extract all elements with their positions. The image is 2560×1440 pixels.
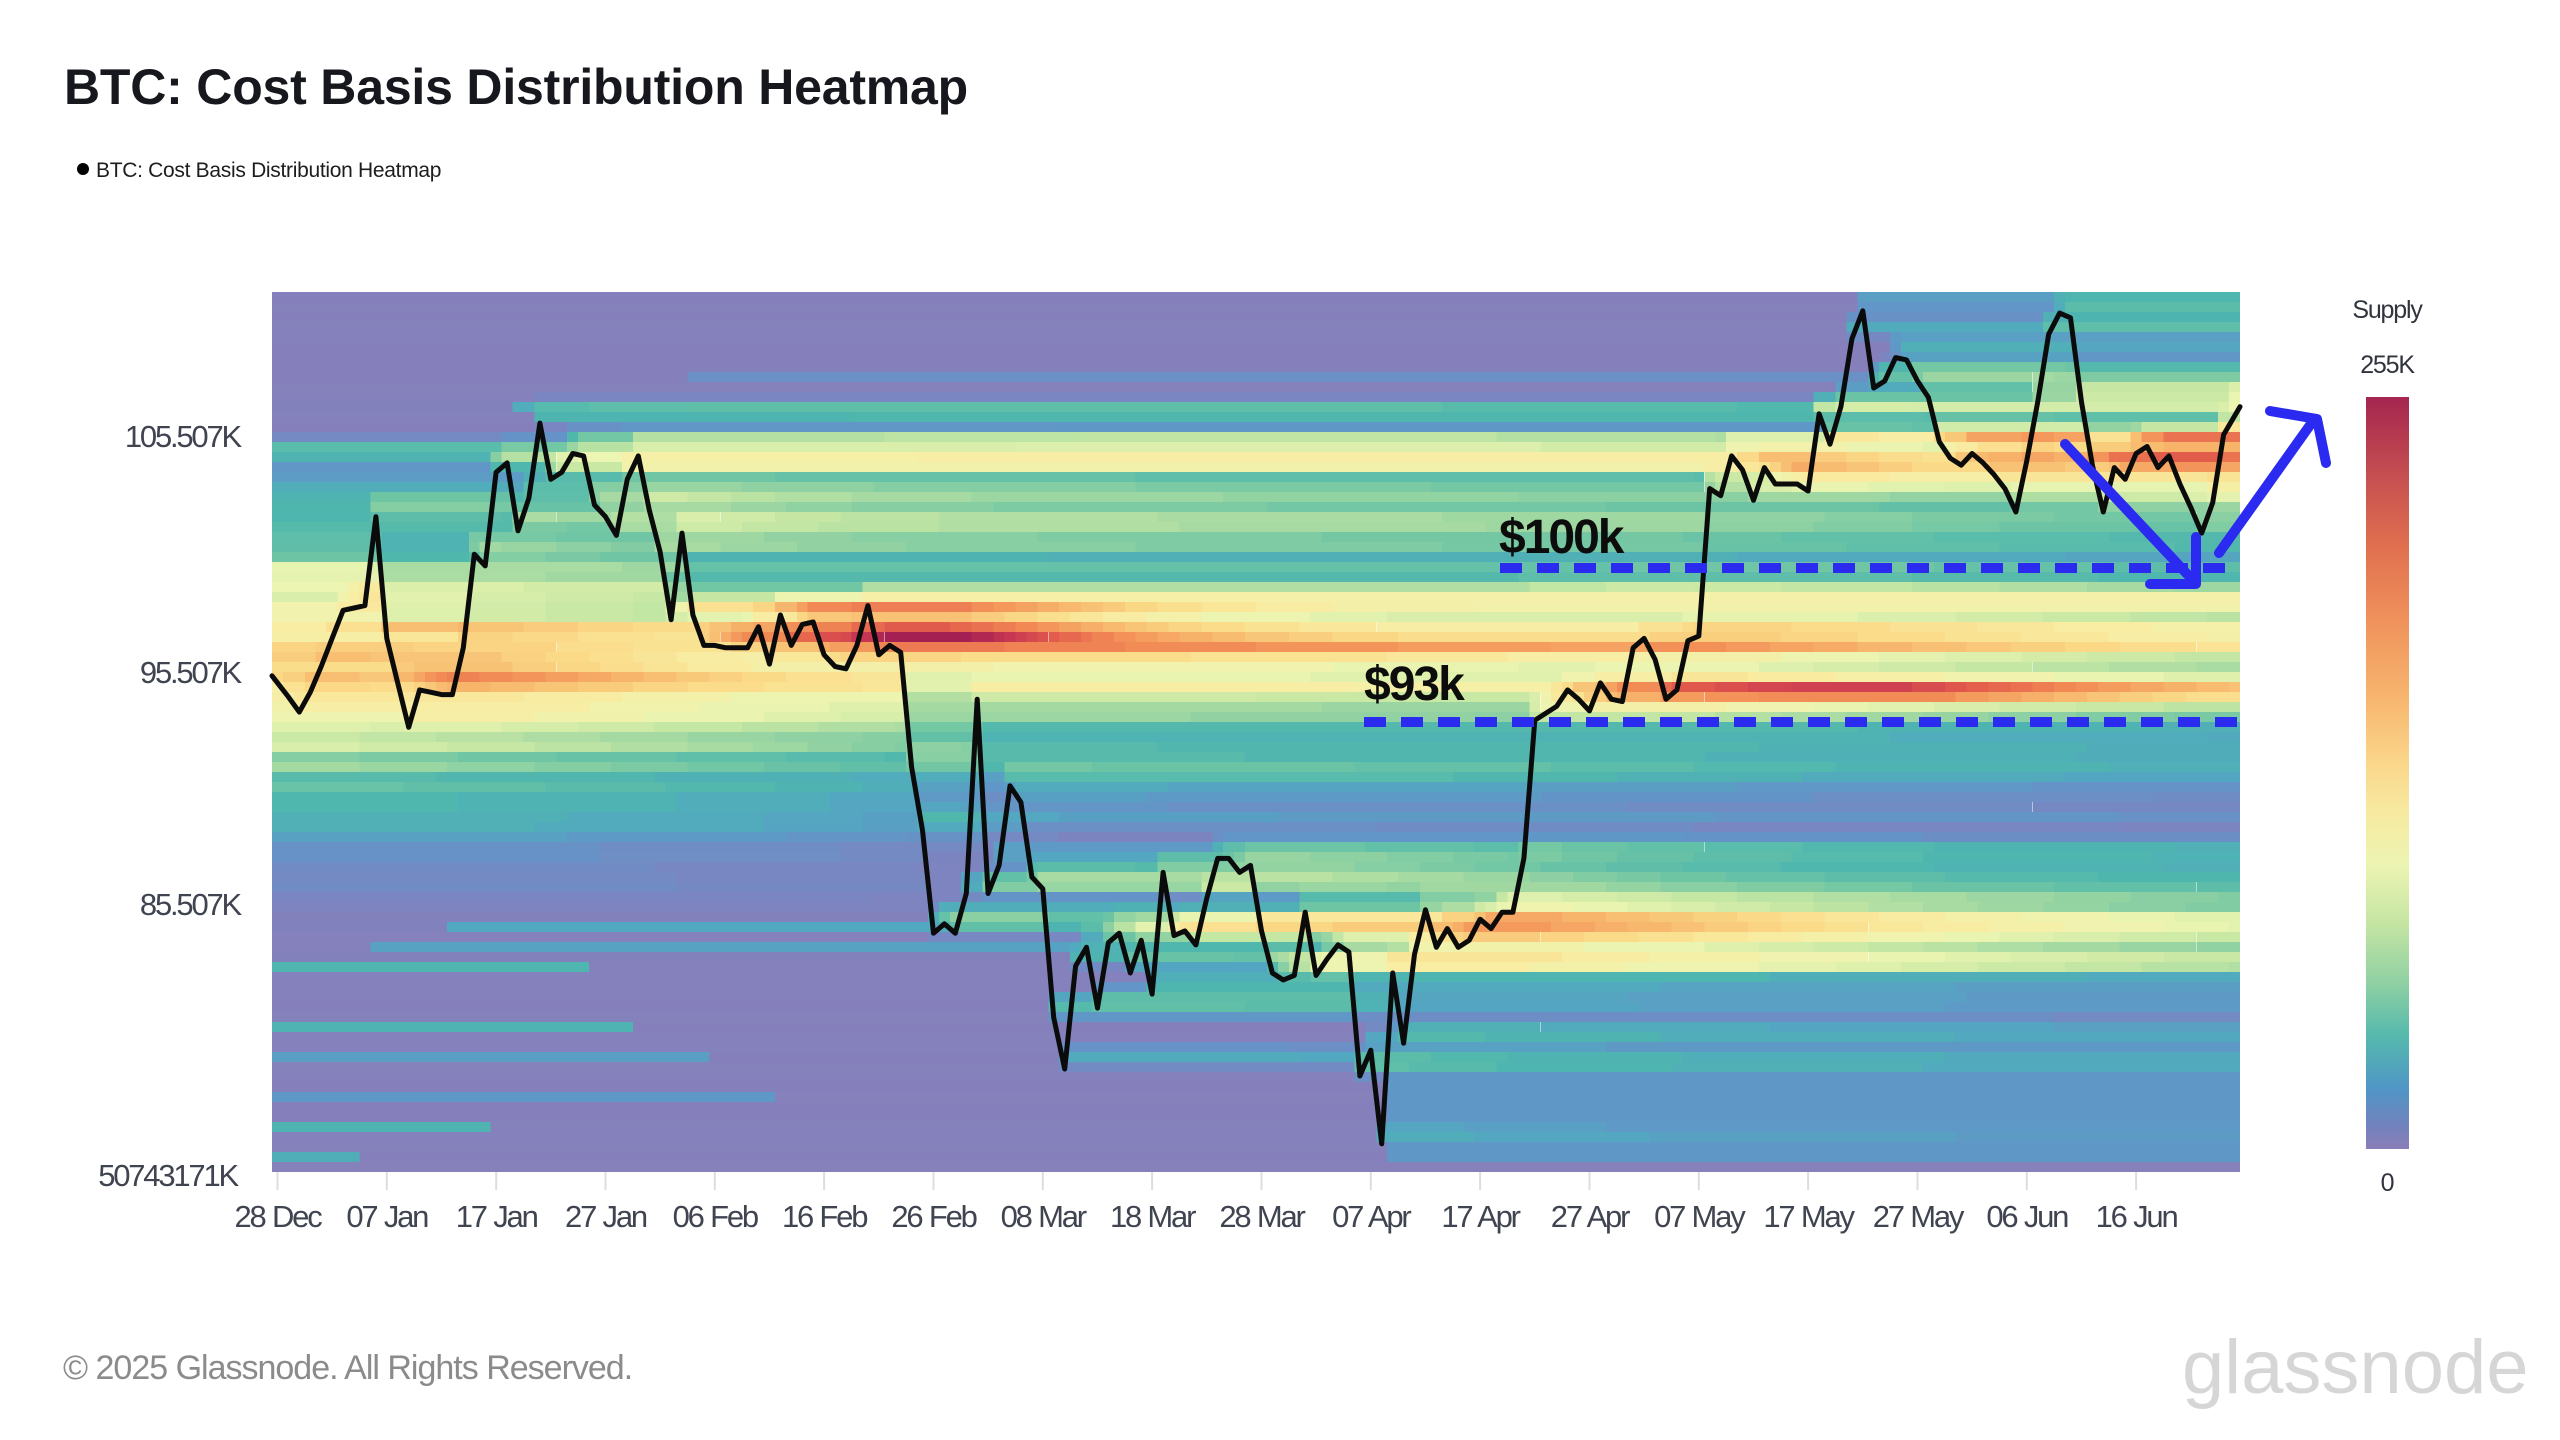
svg-text:06 Feb: 06 Feb bbox=[673, 1199, 758, 1234]
svg-text:$93k: $93k bbox=[1364, 658, 1465, 711]
svg-text:16 Feb: 16 Feb bbox=[782, 1199, 867, 1234]
svg-text:28 Mar: 28 Mar bbox=[1219, 1199, 1305, 1234]
svg-text:26 Feb: 26 Feb bbox=[891, 1199, 976, 1234]
svg-text:08 Mar: 08 Mar bbox=[1001, 1199, 1087, 1234]
svg-text:27 Jan: 27 Jan bbox=[565, 1199, 647, 1234]
svg-text:Supply: Supply bbox=[2352, 296, 2423, 324]
svg-text:255K: 255K bbox=[2360, 351, 2415, 379]
svg-text:27 May: 27 May bbox=[1873, 1199, 1965, 1234]
svg-text:28 Dec: 28 Dec bbox=[234, 1199, 322, 1234]
svg-text:glassnode: glassnode bbox=[2182, 1325, 2529, 1410]
svg-text:17 Jan: 17 Jan bbox=[456, 1199, 538, 1234]
svg-text:85.507K: 85.507K bbox=[140, 887, 243, 922]
svg-text:95.507K: 95.507K bbox=[140, 655, 243, 690]
svg-text:$100k: $100k bbox=[1499, 511, 1625, 564]
svg-text:17 May: 17 May bbox=[1763, 1199, 1855, 1234]
svg-text:BTC: Cost Basis Distribution H: BTC: Cost Basis Distribution Heatmap bbox=[64, 59, 968, 115]
svg-text:07 May: 07 May bbox=[1654, 1199, 1746, 1234]
svg-text:18 Mar: 18 Mar bbox=[1110, 1199, 1196, 1234]
svg-text:17 Apr: 17 Apr bbox=[1441, 1199, 1520, 1234]
svg-text:07 Jan: 07 Jan bbox=[346, 1199, 428, 1234]
svg-text:07 Apr: 07 Apr bbox=[1332, 1199, 1411, 1234]
svg-text:105.507K: 105.507K bbox=[125, 419, 243, 454]
svg-text:27 Apr: 27 Apr bbox=[1551, 1199, 1630, 1234]
svg-text:© 2025 Glassnode. All Rights R: © 2025 Glassnode. All Rights Reserved. bbox=[63, 1349, 632, 1387]
svg-text:BTC: Cost Basis Distribution H: BTC: Cost Basis Distribution Heatmap bbox=[96, 159, 441, 182]
svg-text:16 Jun: 16 Jun bbox=[2096, 1199, 2178, 1234]
svg-text:06 Jun: 06 Jun bbox=[1986, 1199, 2068, 1234]
svg-text:50743171K: 50743171K bbox=[98, 1158, 239, 1193]
svg-text:0: 0 bbox=[2381, 1169, 2394, 1197]
